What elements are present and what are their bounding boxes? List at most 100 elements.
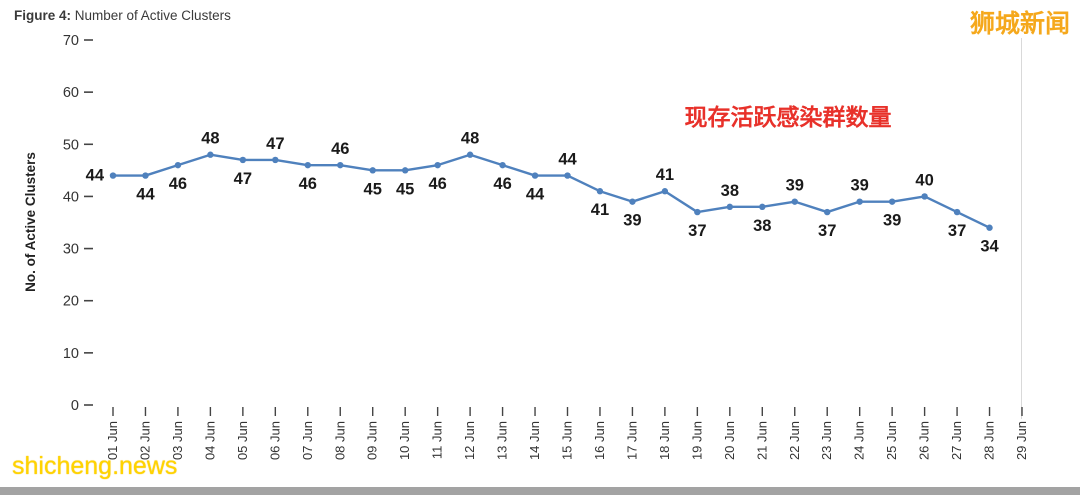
y-tick-label: 60	[63, 85, 79, 101]
x-tick-label: 29 Jun	[1014, 421, 1029, 460]
data-point	[564, 172, 571, 179]
data-point	[499, 161, 506, 169]
x-tick-label: 12 Jun	[462, 421, 477, 460]
data-label: 38	[753, 217, 771, 235]
y-tick-label: 50	[63, 137, 79, 153]
data-label: 44	[526, 186, 545, 204]
data-point	[986, 224, 993, 231]
x-tick-label: 21 Jun	[754, 421, 769, 460]
x-tick-label: 10 Jun	[397, 421, 412, 460]
data-label: 41	[656, 166, 674, 184]
data-label: 45	[396, 180, 414, 198]
data-point	[142, 172, 149, 179]
data-point	[239, 156, 247, 164]
data-label: 46	[331, 140, 349, 158]
data-label: 39	[850, 177, 868, 195]
data-point	[337, 161, 344, 169]
data-label: 44	[86, 167, 105, 185]
data-label: 37	[688, 222, 706, 240]
data-label: 38	[721, 182, 739, 200]
data-point	[661, 188, 669, 195]
x-tick-label: 25 Jun	[884, 421, 899, 460]
data-point	[824, 208, 831, 216]
x-tick-label: 04 Jun	[202, 421, 217, 460]
x-tick-label: 13 Jun	[495, 421, 510, 460]
data-label: 48	[461, 130, 479, 148]
x-tick-label: 14 Jun	[527, 421, 542, 460]
data-point	[629, 198, 636, 205]
x-tick-label: 27 Jun	[949, 421, 964, 460]
data-point	[596, 188, 604, 195]
data-point	[888, 198, 896, 205]
x-tick-label: 02 Jun	[137, 421, 152, 460]
y-tick-label: 10	[63, 346, 79, 362]
data-point	[434, 161, 441, 169]
figure-title: Figure 4: Number of Active Clusters	[14, 8, 231, 23]
data-point	[272, 156, 279, 164]
data-label: 41	[591, 201, 609, 219]
x-tick-label: 28 Jun	[982, 421, 997, 460]
data-label: 39	[786, 177, 804, 195]
series-line	[113, 153, 991, 229]
y-tick-label: 70	[63, 33, 79, 49]
x-tick-label: 18 Jun	[657, 421, 672, 460]
data-label: 37	[818, 222, 836, 240]
data-point	[304, 161, 311, 169]
data-point	[791, 198, 798, 205]
data-point	[726, 203, 734, 211]
data-label: 47	[234, 170, 252, 188]
data-label: 46	[428, 175, 446, 193]
y-tick-label: 40	[63, 189, 79, 205]
x-tick-label: 24 Jun	[852, 421, 867, 460]
x-tick-label: 03 Jun	[170, 421, 185, 460]
data-label: 46	[493, 175, 511, 193]
data-label: 44	[136, 186, 155, 204]
data-label: 45	[364, 180, 382, 198]
data-label: 46	[169, 175, 187, 193]
data-label: 44	[558, 151, 577, 169]
y-axis-title: No. of Active Clusters	[23, 152, 38, 292]
x-tick-label: 09 Jun	[365, 421, 380, 460]
figure-title-text: Number of Active Clusters	[71, 8, 231, 23]
x-tick-label: 26 Jun	[917, 421, 932, 460]
data-label: 46	[299, 175, 317, 193]
data-label: 39	[623, 212, 641, 230]
data-point	[759, 203, 766, 211]
x-tick-label: 20 Jun	[722, 421, 737, 460]
y-tick-label: 30	[63, 242, 79, 258]
x-tick-label: 15 Jun	[560, 421, 575, 460]
bottom-gray-bar	[0, 487, 1080, 495]
x-tick-label: 08 Jun	[332, 421, 347, 460]
chart-annotation: 现存活跃感染群数量	[685, 104, 892, 130]
data-label: 37	[948, 222, 966, 240]
data-point	[466, 151, 474, 158]
x-tick-label: 11 Jun	[430, 421, 445, 459]
figure-label: Figure 4:	[14, 8, 72, 23]
data-label: 48	[201, 130, 219, 148]
x-tick-label: 16 Jun	[592, 421, 607, 460]
watermark-bottom-left: shicheng.news	[12, 452, 178, 480]
x-tick-label: 07 Jun	[300, 421, 315, 460]
data-point	[856, 198, 863, 205]
watermark-top-right: 狮城新闻	[969, 10, 1070, 38]
data-point	[174, 161, 182, 169]
x-tick-label: 19 Jun	[689, 421, 704, 460]
data-point	[401, 167, 409, 174]
data-label: 40	[915, 171, 933, 189]
y-tick-label: 0	[71, 398, 79, 414]
x-tick-label: 23 Jun	[819, 421, 834, 460]
x-tick-label: 17 Jun	[624, 421, 639, 460]
data-label: 39	[883, 212, 901, 230]
data-point	[207, 151, 214, 158]
data-label: 34	[980, 238, 999, 256]
data-point	[531, 172, 539, 179]
data-point	[921, 193, 928, 200]
x-tick-label: 01 Jun	[105, 421, 120, 460]
x-tick-label: 05 Jun	[235, 421, 250, 460]
data-point	[369, 167, 376, 174]
data-label: 47	[266, 135, 284, 153]
data-point	[694, 208, 701, 216]
data-point	[953, 208, 961, 216]
